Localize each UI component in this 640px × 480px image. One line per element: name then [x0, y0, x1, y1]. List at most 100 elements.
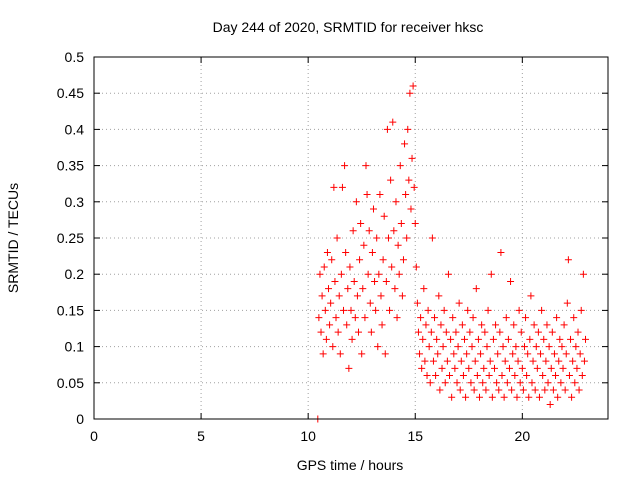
data-point	[351, 314, 359, 322]
data-point	[419, 335, 427, 343]
data-point	[384, 234, 392, 242]
data-point	[377, 292, 385, 300]
data-point	[512, 343, 520, 351]
data-point	[326, 321, 334, 329]
data-point	[498, 372, 506, 380]
data-point	[376, 191, 384, 199]
data-point	[391, 285, 399, 293]
data-point	[552, 372, 560, 380]
data-point	[511, 372, 519, 380]
data-point	[469, 314, 477, 322]
data-point	[337, 270, 345, 278]
data-point	[488, 393, 496, 401]
data-point	[526, 335, 534, 343]
data-point	[517, 328, 525, 336]
data-point	[456, 386, 464, 394]
data-point	[358, 350, 366, 358]
data-point	[447, 335, 455, 343]
data-point	[501, 357, 509, 365]
data-point	[535, 393, 543, 401]
data-point	[372, 306, 380, 314]
x-axis-label: GPS time / hours	[297, 457, 404, 473]
data-point	[490, 364, 498, 372]
gridlines	[94, 57, 608, 419]
data-point	[486, 357, 494, 365]
data-point	[471, 357, 479, 365]
data-point	[405, 176, 413, 184]
data-point	[570, 314, 578, 322]
data-point	[412, 263, 420, 271]
data-point	[352, 198, 360, 206]
data-point	[381, 350, 389, 358]
data-point	[573, 364, 581, 372]
data-point	[393, 314, 401, 322]
data-point	[434, 350, 442, 358]
data-point	[453, 379, 461, 387]
data-point	[537, 350, 545, 358]
data-point	[345, 364, 353, 372]
data-point	[564, 256, 572, 264]
data-point	[318, 292, 326, 300]
data-point	[457, 357, 465, 365]
data-point	[330, 183, 338, 191]
data-point	[371, 277, 379, 285]
data-point	[515, 306, 523, 314]
data-point	[333, 234, 341, 242]
data-point	[362, 162, 370, 170]
data-point	[522, 314, 530, 322]
data-point	[479, 379, 487, 387]
data-point	[367, 328, 375, 336]
data-point	[540, 335, 548, 343]
data-point	[315, 314, 323, 322]
data-point	[547, 364, 555, 372]
data-point	[569, 357, 577, 365]
data-point	[579, 270, 587, 278]
data-point	[474, 335, 482, 343]
y-tick-label: 0.25	[57, 230, 84, 246]
data-point	[343, 321, 351, 329]
data-point	[533, 364, 541, 372]
data-point	[347, 306, 355, 314]
y-axis-label: SRMTID / TECUs	[5, 183, 21, 293]
data-point	[446, 372, 454, 380]
data-point	[546, 401, 554, 409]
data-point	[454, 343, 462, 351]
data-point	[550, 350, 558, 358]
data-point	[444, 270, 452, 278]
data-point	[325, 285, 333, 293]
data-point	[441, 379, 449, 387]
data-point	[492, 321, 500, 329]
data-point	[487, 270, 495, 278]
data-point	[494, 350, 502, 358]
data-point	[401, 140, 409, 148]
data-point	[504, 335, 512, 343]
data-point	[519, 386, 527, 394]
data-point	[463, 350, 471, 358]
data-point	[366, 299, 374, 307]
y-tick-label: 0.15	[57, 302, 84, 318]
data-point	[418, 364, 426, 372]
data-point	[482, 386, 490, 394]
data-point	[406, 89, 414, 97]
data-point	[489, 335, 497, 343]
data-point	[503, 379, 511, 387]
y-tick-label: 0.35	[57, 158, 84, 174]
data-point	[567, 335, 575, 343]
data-point	[346, 263, 354, 271]
data-point	[470, 386, 478, 394]
data-point	[368, 248, 376, 256]
data-point	[452, 328, 460, 336]
data-point	[328, 256, 336, 264]
data-point	[389, 118, 397, 126]
chart-title: Day 244 of 2020, SRMTID for receiver hks…	[213, 19, 484, 35]
data-point	[559, 364, 567, 372]
data-point	[500, 393, 508, 401]
data-point	[568, 393, 576, 401]
data-point	[335, 292, 343, 300]
data-point	[541, 386, 549, 394]
data-points	[314, 82, 590, 423]
data-point	[455, 299, 463, 307]
data-point	[382, 277, 390, 285]
data-point	[499, 343, 507, 351]
data-point	[556, 335, 564, 343]
